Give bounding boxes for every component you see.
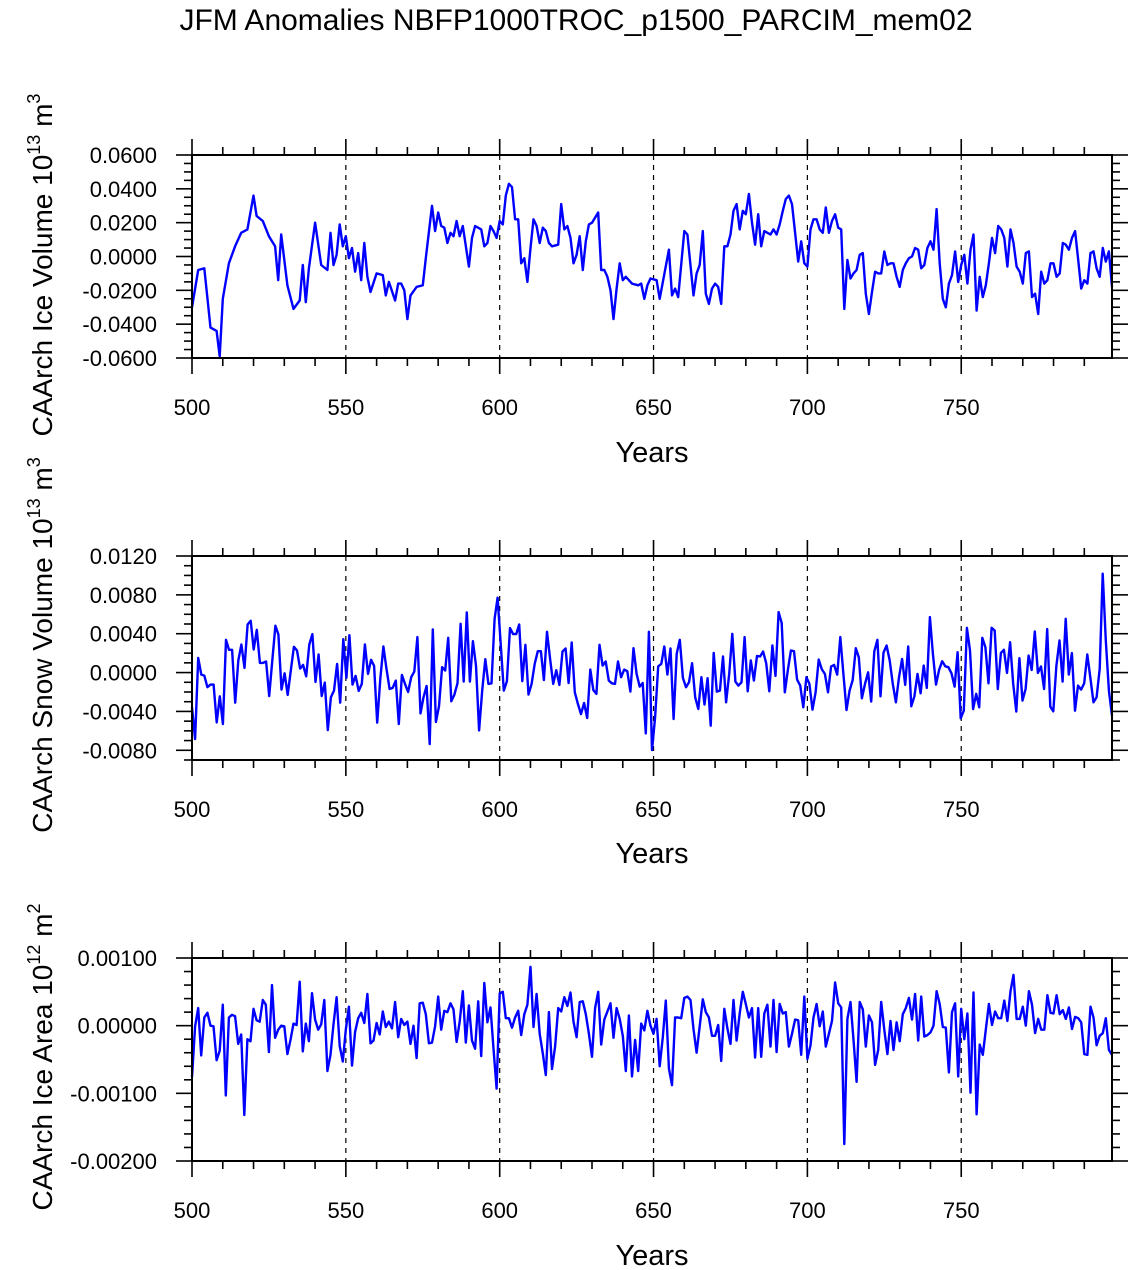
y-tick-label: 0.0600 [90, 143, 157, 168]
y-axis-title: CAArch Snow Volume 1013 m3 [24, 457, 58, 833]
x-tick-label: 550 [327, 1198, 364, 1223]
y-tick-label: -0.0200 [82, 278, 157, 303]
y-tick-label: 0.0040 [90, 622, 157, 647]
y-tick-label: 0.0080 [90, 583, 157, 608]
x-tick-label: 700 [789, 1198, 826, 1223]
x-tick-label: 500 [174, 1198, 211, 1223]
y-axis-title-exponent: 12 [24, 945, 44, 965]
y-axis-title-text: CAArch Snow Volume 10 [27, 518, 58, 832]
chart-title: JFM Anomalies NBFP1000TROC_p1500_PARCIM_… [179, 4, 972, 37]
x-tick-label: 600 [481, 797, 518, 822]
series-line-snow-volume [190, 572, 1114, 752]
x-tick-label: 750 [943, 395, 980, 420]
panel-2: 500 550 600 650 700 750 0.0120 0.0080 0.0040 0.00… [24, 457, 1128, 870]
x-tick-label: 500 [174, 395, 211, 420]
x-axis-title: Years [615, 838, 688, 870]
x-tick-label: 500 [174, 797, 211, 822]
y-tick-label: -0.0040 [82, 699, 157, 724]
y-tick-label: 0.0400 [90, 177, 157, 202]
panel-1: 500 550 600 650 700 750 0.0600 0.0400 0.0200 0.00… [24, 94, 1128, 469]
x-tick-label: 700 [789, 395, 826, 420]
y-axis-title-unit: m [27, 104, 58, 135]
x-tick-label: 600 [481, 1198, 518, 1223]
y-tick-label: 0.00100 [77, 946, 157, 971]
y-axis-title-exponent: 13 [24, 498, 44, 518]
plot-frame [191, 957, 1113, 1162]
y-axis-title: CAArch Ice Volume 1013 m3 [24, 94, 58, 437]
x-tick-label: 750 [943, 797, 980, 822]
y-axis-title-exponent: 13 [24, 135, 44, 155]
x-axis-title: Years [615, 1240, 688, 1270]
y-tick-label: -0.00100 [70, 1081, 157, 1106]
x-tick-label: 700 [789, 797, 826, 822]
y-tick-label: 0.0000 [90, 661, 157, 686]
series-line-ice-area [190, 965, 1114, 1146]
y-axis-title-unit-exponent: 2 [24, 903, 44, 913]
y-tick-label: -0.00200 [70, 1149, 157, 1174]
x-axis-title: Years [615, 437, 688, 469]
y-tick-label: -0.0080 [82, 738, 157, 763]
y-axis-title-text: CAArch Ice Volume 10 [27, 155, 58, 437]
x-tick-label: 650 [635, 1198, 672, 1223]
x-tick-label: 650 [635, 797, 672, 822]
x-tick-label: 750 [943, 1198, 980, 1223]
x-tick-label: 550 [327, 797, 364, 822]
y-tick-label: 0.0120 [90, 544, 157, 569]
y-tick-label: 0.0200 [90, 211, 157, 236]
panel-3: 500 550 600 650 700 750 0.00100 0.00000 -0.00100… [24, 903, 1128, 1270]
x-tick-label: 650 [635, 395, 672, 420]
y-axis-title-unit-exponent: 3 [24, 94, 44, 104]
series-line-ice-volume [190, 182, 1114, 358]
y-axis-title-unit: m [27, 913, 58, 944]
y-tick-label: 0.0000 [90, 245, 157, 270]
y-axis-title-unit-exponent: 3 [24, 457, 44, 467]
panels: 500 550 600 650 700 750 0.0600 0.0400 0.0200 0.00… [24, 94, 1128, 1270]
y-axis-title: CAArch Ice Area 1012 m2 [24, 903, 58, 1210]
y-tick-label: -0.0400 [82, 312, 157, 337]
x-tick-label: 550 [327, 395, 364, 420]
plot-frame [191, 555, 1113, 761]
x-tick-label: 600 [481, 395, 518, 420]
y-tick-label: 0.00000 [77, 1014, 157, 1039]
y-tick-label: -0.0600 [82, 346, 157, 371]
y-axis-title-unit: m [27, 467, 58, 498]
y-axis-title-text: CAArch Ice Area 10 [27, 965, 58, 1211]
